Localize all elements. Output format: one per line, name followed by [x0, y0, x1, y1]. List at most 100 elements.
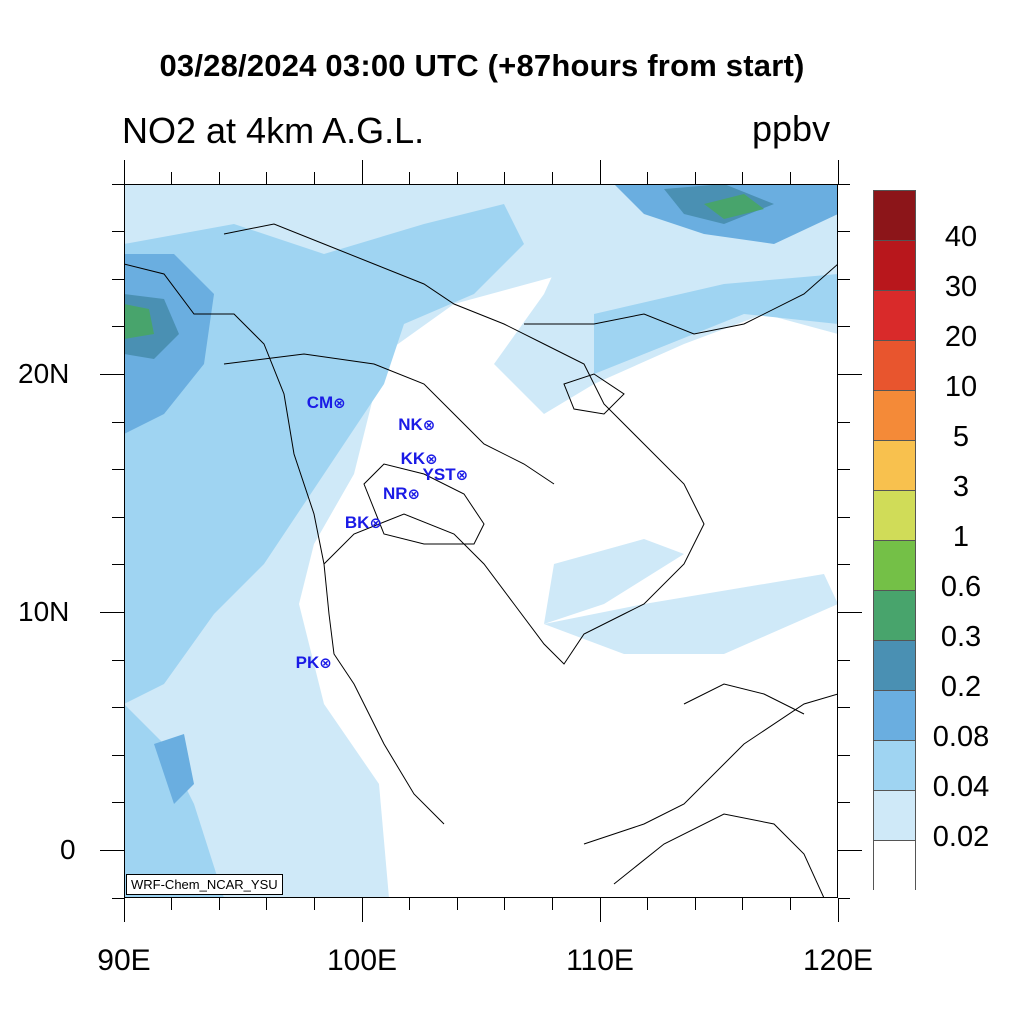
x-label-100e: 100E — [326, 944, 398, 977]
x-tick-top — [742, 172, 744, 184]
colorbar-box — [874, 841, 915, 891]
y-tick-right — [838, 326, 850, 328]
station-nk: NK⊗ — [398, 416, 435, 433]
x-tick-bottom — [742, 898, 744, 910]
x-tick-bottom — [599, 898, 601, 922]
colorbar-label: 40 — [944, 221, 978, 253]
colorbar-box — [874, 341, 915, 391]
station-bk: BK⊗ — [345, 514, 382, 531]
x-tick-bottom — [837, 898, 839, 922]
x-tick-top — [456, 172, 458, 184]
colorbar-box — [874, 441, 915, 491]
x-tick-top — [837, 160, 839, 184]
y-tick-left — [100, 611, 124, 613]
colorbar-label: 0.3 — [940, 621, 982, 653]
field-level-0.3-ne — [704, 194, 764, 219]
y-tick-right — [838, 469, 850, 471]
x-tick-top — [218, 172, 220, 184]
colorbar-box — [874, 541, 915, 591]
station-marker-icon: ⊗ — [369, 515, 383, 533]
colorbar-label: 20 — [944, 321, 978, 353]
field-level-0.08-sw — [154, 734, 194, 804]
colorbar-box — [874, 641, 915, 691]
y-tick-left — [100, 849, 124, 851]
x-tick-bottom — [409, 898, 411, 910]
station-marker-icon: ⊗ — [455, 466, 469, 484]
field-level-0.04-strip — [594, 274, 838, 374]
colorbar-label: 0.02 — [932, 821, 990, 853]
y-tick-right — [838, 659, 850, 661]
x-tick-top — [551, 172, 553, 184]
model-credit: WRF-Chem_NCAR_YSU — [126, 874, 283, 895]
x-tick-top — [409, 172, 411, 184]
x-tick-bottom — [551, 898, 553, 910]
x-tick-top — [694, 172, 696, 184]
field-level-0.3 — [124, 304, 154, 339]
colorbar-label: 0.6 — [940, 571, 982, 603]
x-tick-top — [313, 172, 315, 184]
station-label: PK — [295, 652, 320, 672]
y-tick-left — [112, 802, 124, 804]
x-tick-bottom — [361, 898, 363, 922]
y-tick-left — [112, 183, 124, 185]
station-cm: CM⊗ — [307, 394, 346, 411]
colorbar-box — [874, 391, 915, 441]
coastlines — [124, 223, 838, 898]
x-label-120e: 120E — [802, 944, 874, 977]
y-label-10n: 10N — [18, 596, 70, 627]
station-label: CM — [306, 393, 334, 413]
station-label: YST — [422, 464, 456, 484]
variable-subtitle: NO2 at 4km A.G.L. — [122, 110, 425, 151]
station-label: NK — [398, 414, 423, 434]
y-tick-left — [112, 564, 124, 566]
y-label-20n: 20N — [18, 358, 70, 389]
field-level-0.04 — [124, 204, 524, 704]
colorbar-box — [874, 691, 915, 741]
y-tick-left — [112, 707, 124, 709]
x-tick-bottom — [313, 898, 315, 910]
x-tick-top — [789, 172, 791, 184]
field-level-0.02-scs — [544, 539, 684, 624]
y-tick-right — [838, 802, 850, 804]
station-yst: YST⊗ — [423, 466, 469, 483]
y-tick-right — [838, 849, 862, 851]
y-tick-right — [838, 231, 850, 233]
colorbar-label: 10 — [944, 371, 978, 403]
x-label-110e: 110E — [566, 944, 634, 977]
station-label: KK — [400, 449, 426, 469]
colorbar-label: 1 — [952, 521, 970, 553]
y-label-0: 0 — [60, 834, 76, 865]
y-tick-left — [112, 516, 124, 518]
x-label-90e: 90E — [97, 944, 151, 977]
x-tick-bottom — [171, 898, 173, 910]
x-tick-bottom — [456, 898, 458, 910]
y-tick-left — [112, 897, 124, 899]
station-marker-icon: ⊗ — [425, 451, 438, 469]
colorbar-label: 0.04 — [932, 771, 990, 803]
x-tick-bottom — [218, 898, 220, 910]
y-tick-right — [838, 564, 850, 566]
x-tick-bottom — [266, 898, 268, 910]
station-kk: KK⊗ — [401, 450, 438, 467]
station-label: BK — [344, 513, 370, 533]
x-tick-bottom — [694, 898, 696, 910]
x-tick-top — [647, 172, 649, 184]
y-tick-left — [112, 469, 124, 471]
x-tick-top — [599, 160, 601, 184]
colorbar-label: 30 — [944, 271, 978, 303]
colorbar-label: 0.08 — [932, 721, 990, 753]
y-tick-left — [112, 421, 124, 423]
map-panel: CM⊗ NK⊗ KK⊗ YST⊗ NR⊗ BK⊗ PK⊗ — [124, 184, 838, 898]
field-level-0.02-east — [544, 574, 838, 654]
station-nr: NR⊗ — [383, 485, 420, 502]
colorbar-label: 5 — [952, 421, 970, 453]
y-tick-right — [838, 897, 850, 899]
station-pk: PK⊗ — [296, 654, 332, 671]
colorbar-box — [874, 191, 915, 241]
colorbar-box — [874, 741, 915, 791]
y-tick-left — [112, 659, 124, 661]
y-tick-right — [838, 278, 850, 280]
x-tick-bottom — [789, 898, 791, 910]
y-tick-right — [838, 516, 850, 518]
y-tick-right — [838, 183, 850, 185]
